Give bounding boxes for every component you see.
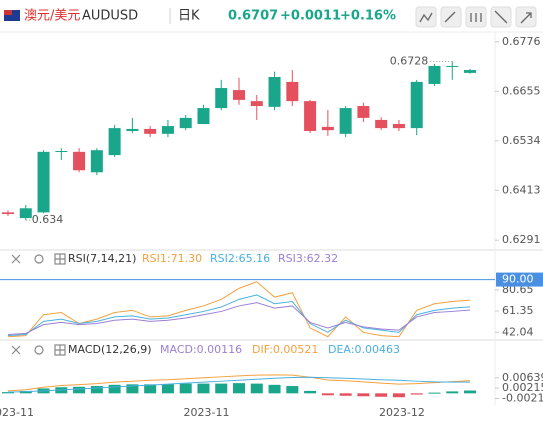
y-tick-label: 42.04	[502, 325, 534, 338]
tool-button[interactable]	[440, 6, 462, 28]
macd-bar	[73, 386, 86, 394]
candle-body	[161, 126, 174, 134]
macd-bar	[304, 390, 317, 394]
macd-bar	[286, 386, 299, 394]
macd-bar	[446, 391, 459, 394]
candle-body	[428, 65, 441, 84]
pair: 澳元/美元	[24, 8, 80, 24]
y-tick-label: 0.00639	[502, 371, 543, 384]
macd-bar	[268, 384, 281, 394]
flag	[4, 10, 20, 21]
macd-bar	[250, 383, 263, 394]
macd-bar	[375, 393, 388, 397]
rsi-line	[7, 294, 471, 337]
macd-bar	[179, 383, 192, 394]
macd-bar	[108, 384, 121, 394]
candle-body	[233, 90, 246, 100]
pane-title: RSI(7,14,21)	[68, 252, 136, 265]
macd-bar	[126, 384, 139, 394]
y-tick-label: -0.00210	[502, 391, 543, 404]
candle-body	[464, 70, 477, 73]
min-label: 0.634	[32, 213, 64, 226]
symbol: AUDUSD	[82, 9, 138, 24]
macd-bar	[464, 390, 477, 394]
macd-bar	[161, 384, 174, 394]
candle-body	[410, 81, 423, 129]
candle-body	[446, 65, 459, 67]
candle-body	[268, 76, 281, 107]
candle-body	[55, 151, 68, 153]
candle-body	[37, 151, 50, 213]
y-tick-label: 0.6534	[502, 134, 541, 147]
candle-body	[19, 208, 32, 219]
candle-body	[392, 124, 405, 129]
candle-body	[73, 151, 86, 171]
x-tick-label: 2023-11	[183, 406, 229, 419]
change: +0.0011	[280, 9, 341, 24]
y-tick-label: 61.35	[502, 304, 534, 317]
candle-body	[144, 128, 157, 134]
rsi-line	[7, 302, 471, 336]
pane-icons	[11, 253, 66, 356]
candle-body	[286, 81, 299, 102]
macd-line	[7, 376, 471, 393]
macd-bar	[410, 393, 423, 395]
macd-bar	[339, 393, 352, 396]
reference-label-box	[496, 272, 543, 287]
macd-bar	[321, 393, 334, 396]
y-tick-label: 0.6413	[502, 183, 541, 196]
y-tick-label: 0.6776	[502, 35, 541, 48]
macd-bar	[215, 383, 228, 394]
x-tick-label: 2023-12	[379, 406, 425, 419]
period[interactable]: 日K	[178, 9, 200, 24]
candle-body	[215, 88, 228, 109]
macd-bar	[90, 386, 103, 394]
price: 0.6707	[228, 9, 278, 24]
candle-body	[126, 128, 139, 131]
legend-entry: MACD:0.00116	[160, 343, 242, 356]
tool-button[interactable]	[515, 6, 537, 28]
macd-line	[7, 374, 471, 392]
tool-icons	[419, 10, 532, 24]
legend-entry: RSI2:65.16	[210, 252, 270, 265]
legend-entry: DEA:0.00463	[328, 343, 400, 356]
macd-bar	[197, 383, 210, 394]
reference-label: 90.00	[502, 273, 534, 286]
pane-title: MACD(12,26,9)	[68, 343, 152, 356]
macd-bar	[233, 383, 246, 394]
candle-body	[108, 128, 121, 156]
candle-body	[321, 126, 334, 131]
candle-body	[2, 212, 14, 215]
candle-body	[339, 108, 352, 134]
candle-body	[357, 106, 370, 118]
max-label: 0.6728	[390, 54, 429, 67]
macd-bar	[392, 393, 405, 398]
candle-body	[250, 101, 263, 107]
macd-bar	[144, 384, 157, 394]
candle-body	[90, 150, 103, 173]
legend-entry: RSI1:71.30	[142, 252, 202, 265]
macd-bar	[428, 392, 441, 394]
macd-bar	[2, 392, 14, 394]
x-tick-label: 2023-11	[0, 406, 34, 419]
candle-body	[197, 108, 210, 125]
legend-entry: RSI3:62.32	[278, 252, 338, 265]
y-tick-label: 0.6291	[502, 233, 541, 246]
rsi-line	[7, 281, 471, 338]
candle-body	[304, 101, 317, 131]
y-tick-label: 0.6655	[502, 84, 541, 97]
y-tick-label: 0.00215	[502, 381, 543, 394]
macd-bar	[357, 393, 370, 397]
candle-body	[179, 117, 192, 129]
legend-entry: DIF:0.00521	[252, 343, 318, 356]
candle-body	[375, 119, 388, 129]
change-pct: +0.16%	[340, 9, 396, 24]
